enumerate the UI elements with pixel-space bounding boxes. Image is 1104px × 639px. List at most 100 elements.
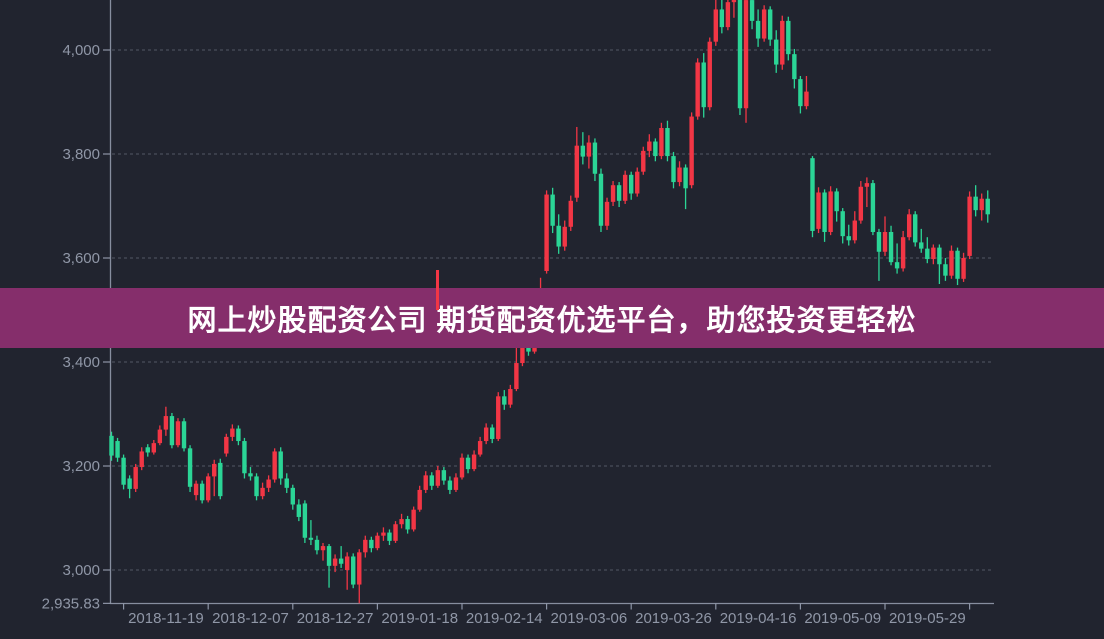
- promo-banner[interactable]: 网上炒股配资公司 期货配资优选平台，助您投资更轻松: [0, 288, 1104, 348]
- candle-body: [224, 436, 229, 454]
- candle-body: [157, 429, 163, 444]
- candle-body: [139, 451, 144, 468]
- candle-body: [610, 185, 616, 202]
- candle-body: [459, 457, 465, 478]
- candle-body: [417, 489, 422, 510]
- candle-body: [411, 509, 416, 530]
- candle-body: [175, 421, 181, 446]
- candle-body: [985, 198, 990, 215]
- candle-body: [381, 532, 386, 536]
- candle-body: [290, 487, 295, 505]
- candle-body: [308, 537, 314, 540]
- candle-body: [453, 477, 459, 490]
- candle-body: [212, 463, 217, 477]
- candle-body: [967, 196, 972, 256]
- candle-body: [187, 448, 193, 487]
- candle-body: [628, 174, 634, 194]
- candle-body: [695, 62, 700, 117]
- candle-body: [272, 451, 277, 480]
- candle-body: [351, 556, 356, 585]
- candle-body: [193, 483, 199, 496]
- candle-body: [870, 183, 876, 232]
- candle-body: [616, 185, 622, 201]
- y-axis-label: 3,400: [62, 354, 100, 371]
- candle-body: [109, 435, 114, 456]
- candle-body: [169, 416, 175, 446]
- candle-body: [913, 214, 918, 243]
- candle-body: [846, 236, 851, 241]
- candle-body: [568, 200, 573, 227]
- candle-body: [556, 225, 561, 247]
- candle-body: [641, 150, 646, 172]
- candle-body: [786, 20, 791, 55]
- candle-body: [314, 539, 320, 551]
- candle-body: [894, 262, 900, 269]
- candle-body: [266, 479, 271, 488]
- candle-body: [550, 194, 555, 226]
- candle-body: [332, 558, 338, 566]
- candle-wick: [346, 552, 348, 590]
- candle-body: [447, 480, 453, 490]
- candle-body: [822, 192, 827, 232]
- candle-body: [774, 39, 779, 65]
- candle-body: [810, 158, 815, 231]
- candle-body: [441, 470, 447, 481]
- y-axis-label: 3,800: [62, 146, 100, 163]
- candle-body: [490, 427, 495, 439]
- candle-body: [514, 363, 519, 390]
- candle-body: [145, 447, 150, 453]
- candle-body: [230, 428, 235, 437]
- candle-body: [828, 191, 833, 232]
- candle-body: [834, 191, 839, 212]
- candle-wick: [878, 228, 880, 281]
- x-axis-label: 2019-01-18: [381, 610, 458, 627]
- candle-body: [393, 524, 398, 541]
- x-axis-label: 2019-05-29: [889, 610, 966, 627]
- candle-body: [296, 504, 302, 517]
- candle-wick: [213, 459, 215, 497]
- candle-body: [477, 441, 483, 455]
- candle-body: [888, 232, 894, 263]
- candle-body: [737, 0, 743, 109]
- candle-body: [496, 396, 501, 439]
- candle-body: [671, 156, 676, 183]
- candle-body: [840, 211, 845, 237]
- candle-body: [604, 201, 610, 226]
- candle-body: [284, 478, 289, 488]
- candle-wick: [866, 177, 868, 208]
- candle-body: [919, 242, 924, 249]
- x-axis-label: 2019-05-09: [804, 610, 881, 627]
- candle-body: [882, 232, 888, 252]
- candle-wick: [920, 228, 922, 253]
- candle-body: [338, 558, 344, 564]
- candle-body: [707, 41, 712, 108]
- candle-body: [767, 9, 773, 40]
- y-axis-label: 2,935.83: [42, 595, 100, 612]
- candle-body: [647, 141, 652, 151]
- candle-body: [755, 20, 761, 39]
- x-axis-label: 2019-04-16: [720, 610, 797, 627]
- candle-body: [598, 173, 604, 226]
- x-axis-label: 2018-12-27: [297, 610, 374, 627]
- candle-body: [683, 167, 688, 189]
- candle-body: [115, 441, 120, 458]
- candle-body: [906, 214, 912, 238]
- candle-wick: [310, 520, 312, 546]
- candle-body: [792, 54, 797, 80]
- candle-body: [852, 220, 857, 241]
- candle-body: [931, 247, 936, 260]
- candle-body: [218, 462, 223, 497]
- x-axis-label: 2018-11-19: [128, 610, 204, 627]
- candle-body: [435, 470, 441, 486]
- candle-body: [544, 194, 549, 271]
- candle-body: [254, 476, 259, 497]
- candle-body: [937, 247, 942, 265]
- y-axis-label: 3,000: [62, 562, 100, 579]
- candle-body: [483, 427, 489, 442]
- candle-body: [713, 9, 718, 42]
- candle-body: [900, 237, 906, 269]
- candle-body: [181, 421, 187, 449]
- candle-body: [725, 2, 731, 28]
- candle-body: [955, 250, 960, 279]
